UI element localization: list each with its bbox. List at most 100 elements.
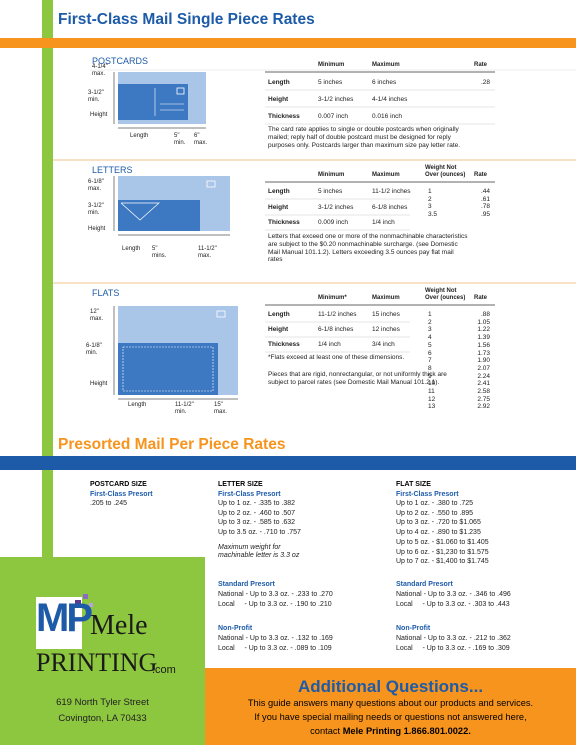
group-title: Non-Profit bbox=[218, 625, 253, 632]
table-cell: 6 inches bbox=[372, 79, 397, 86]
rate-line: National - Up to 3.3 oz. - .212 to .362 bbox=[396, 635, 511, 642]
group-title: Standard Presort bbox=[218, 581, 275, 588]
rate: .44 bbox=[480, 188, 490, 195]
questions-line: If you have special mailing needs or que… bbox=[254, 712, 527, 722]
row-label: Length bbox=[268, 311, 290, 318]
diagram-label: Length bbox=[128, 402, 147, 408]
diagram-label: 12" max. bbox=[90, 309, 104, 323]
rate-line: Up to 6 oz. - $1,230 to $1.575 bbox=[396, 548, 489, 556]
rate-line: Up to 3 oz. - .720 to $1.065 bbox=[396, 519, 481, 527]
weight: 4 bbox=[428, 334, 432, 342]
diagram-label: 15" max. bbox=[214, 402, 228, 416]
weight: 13 bbox=[428, 403, 436, 411]
logo-domain: .com bbox=[152, 664, 176, 676]
section-label: POSTCARDS bbox=[92, 56, 149, 66]
table-cell: 11-1/2 inches bbox=[318, 311, 357, 318]
diagram-label: 5" min. bbox=[174, 133, 186, 147]
diagram-label: 3-1/2" min. bbox=[88, 203, 104, 217]
diagram-label: 11-1/2" max. bbox=[198, 246, 217, 260]
table-header: Weight Not Over (ounces) bbox=[425, 165, 466, 179]
row-label: Height bbox=[268, 204, 289, 211]
rate: 2.07 bbox=[477, 364, 490, 372]
diagram-label: 4-1/4" max. bbox=[92, 64, 108, 78]
questions-contact: contact Mele Printing 1.866.801.0022. bbox=[205, 726, 576, 737]
table-header: Rate bbox=[474, 295, 488, 301]
table-cell: 3-1/2 inches bbox=[318, 204, 354, 211]
table-header: Rate bbox=[474, 172, 488, 178]
logo-pixel bbox=[89, 603, 93, 607]
table-cell: 3-1/2 inches bbox=[318, 96, 354, 103]
note: Pieces that are rigid, nonrectangular, o… bbox=[268, 371, 447, 386]
presort-note: Maximum weight for machinable letter is … bbox=[218, 544, 300, 560]
row-label: Height bbox=[268, 96, 289, 103]
envelope-flap bbox=[120, 202, 160, 221]
rate-line: National - Up to 3.3 oz. - .132 to .169 bbox=[218, 635, 333, 642]
weight: 8 bbox=[428, 364, 432, 372]
note: The card rate applies to single or doubl… bbox=[268, 126, 461, 149]
presort-title: Presorted Mail Per Piece Rates bbox=[58, 436, 286, 453]
diagram-label: Height bbox=[90, 381, 108, 387]
table-cell: 3/4 inch bbox=[372, 341, 395, 348]
rate-line: Up to 3 oz. - .585 to .632 bbox=[218, 519, 296, 527]
row-label: Length bbox=[268, 188, 290, 195]
rate-line: Local - Up to 3.3 oz. - .169 to .309 bbox=[396, 644, 510, 652]
rate-line: Up to 2 oz. - .550 to .895 bbox=[396, 509, 474, 517]
table-cell: 1/4 inch bbox=[372, 219, 395, 226]
rate: .78 bbox=[480, 203, 490, 211]
row-label: Height bbox=[268, 326, 289, 333]
weight: 12 bbox=[428, 395, 436, 403]
rate-line: .205 to .245 bbox=[90, 500, 127, 507]
section-label: LETTERS bbox=[92, 165, 133, 175]
address: Covington, LA 70433 bbox=[58, 713, 147, 724]
contact-prefix: contact bbox=[310, 726, 343, 736]
rate: 1.22 bbox=[477, 326, 490, 334]
table-cell: 0.016 inch bbox=[372, 113, 402, 120]
diagram-label: Height bbox=[88, 226, 106, 232]
rate-line: Up to 4 oz. - .890 to $1.235 bbox=[396, 529, 481, 537]
section-label: FLATS bbox=[92, 288, 120, 298]
rate: .88 bbox=[480, 311, 490, 318]
diagram-label: 6-1/8" max. bbox=[88, 179, 104, 193]
rate-line: Up to 2 oz. - .460 to .507 bbox=[218, 509, 296, 517]
rate-line: Up to 7 oz. - $1,400 to $1.745 bbox=[396, 558, 489, 566]
diagram-label: Length bbox=[130, 133, 149, 139]
group-title: Standard Presort bbox=[396, 581, 453, 588]
weight: 5 bbox=[428, 341, 432, 349]
rate-line: National - Up to 3.3 oz. - .233 to .270 bbox=[218, 591, 333, 598]
rate: .61 bbox=[480, 195, 490, 203]
row-label: Thickness bbox=[268, 113, 300, 120]
table-header: Rate bbox=[474, 62, 488, 68]
rate-line: Up to 1 oz. - .335 to .382 bbox=[218, 500, 296, 507]
rate: 1.56 bbox=[477, 341, 490, 349]
postcard-min bbox=[118, 84, 188, 120]
table-header: Maximum bbox=[372, 295, 400, 301]
questions-title: Additional Questions... bbox=[297, 677, 484, 696]
address: 619 North Tyler Street bbox=[56, 697, 149, 708]
diagram-label: 6" max. bbox=[194, 133, 208, 147]
table-header: Maximum bbox=[372, 172, 400, 178]
rate-line: Local - Up to 3.3 oz. - .089 to .109 bbox=[218, 644, 332, 652]
diagram-label: Length bbox=[122, 246, 141, 252]
page-title: First-Class Mail Single Piece Rates bbox=[58, 11, 315, 28]
rate: 1.90 bbox=[477, 357, 490, 365]
rate: 1.73 bbox=[477, 349, 490, 357]
weight: 3.5 bbox=[428, 211, 438, 219]
rate-line: Up to 3.5 oz. - .710 to .757 bbox=[218, 529, 301, 537]
table-cell: 0.009 inch bbox=[318, 219, 348, 226]
flat-outline bbox=[122, 346, 214, 392]
logo-mark: MP bbox=[36, 596, 93, 640]
green-stripe bbox=[42, 0, 53, 560]
stamp bbox=[206, 180, 216, 188]
table-header: Minimum bbox=[318, 172, 345, 178]
logo-pixel bbox=[83, 594, 88, 599]
weight: 2 bbox=[428, 318, 432, 326]
weight: 2 bbox=[428, 195, 432, 203]
stamp bbox=[216, 310, 226, 318]
rate-line: Local - Up to 3.3 oz. - .190 to .210 bbox=[218, 600, 332, 608]
table-cell: 1/4 inch bbox=[318, 341, 341, 348]
table-cell: 6-1/8 inches bbox=[318, 326, 354, 333]
rate: 1.39 bbox=[477, 334, 490, 342]
weight: 9 bbox=[428, 372, 432, 380]
